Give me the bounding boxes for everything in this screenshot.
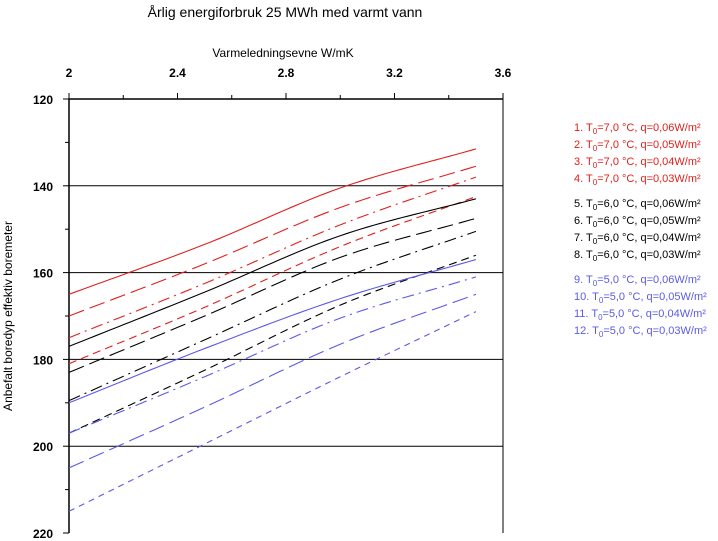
series-line-5	[68, 198, 477, 347]
x-tick-label: 3.6	[495, 66, 512, 80]
y-tick-label: 200	[33, 440, 53, 454]
series-line-4	[68, 196, 477, 365]
legend: 1. T0=7,0 °C, q=0,06W/m² 2. T0=7,0 °C, q=…	[574, 122, 707, 339]
series-line-6	[68, 217, 477, 373]
chart-title: Årlig energiforbruk 25 MWh med varmt van…	[148, 4, 423, 20]
series-line-12	[68, 311, 477, 512]
legend-entry-4: 4. T0=7,0 °C, q=0,03W/m²	[574, 173, 701, 187]
y-axis-label: Anbefalt boredyp effektiv boremeter	[1, 221, 15, 411]
series-line-10	[68, 276, 477, 434]
y-tick-label: 220	[33, 527, 53, 541]
legend-entry-7: 7. T0=6,0 °C, q=0,04W/m²	[574, 232, 701, 246]
plot-lines	[68, 148, 477, 512]
legend-entry-1: 1. T0=7,0 °C, q=0,06W/m²	[574, 122, 701, 136]
legend-entry-6: 6. T0=6,0 °C, q=0,05W/m²	[574, 215, 701, 229]
axes: 2 2.4 2.8 3.2 3.6 120 140 160 180 200 220	[33, 66, 512, 541]
y-tick-label: 140	[33, 180, 53, 194]
x-tick-label: 2.4	[169, 66, 186, 80]
x-tick-label: 3.2	[386, 66, 403, 80]
y-tick-label: 180	[33, 353, 53, 367]
legend-entry-5: 5. T0=6,0 °C, q=0,06W/m²	[574, 198, 701, 212]
legend-entry-12: 12. T0=5,0 °C, q=0,03W/m²	[574, 325, 707, 339]
legend-entry-11: 11. T0=5,0 °C, q=0,04W/m²	[574, 308, 706, 322]
series-line-1	[68, 148, 477, 295]
legend-entry-10: 10. T0=5,0 °C, q=0,05W/m²	[574, 291, 707, 305]
x-tick-label: 2.8	[278, 66, 295, 80]
legend-entry-8: 8. T0=6,0 °C, q=0,03W/m²	[574, 249, 701, 263]
x-tick-label: 2	[66, 66, 73, 80]
series-line-2	[68, 165, 477, 317]
x-axis-label: Varmeledningsevne W/mK	[212, 46, 353, 60]
legend-entry-9: 9. T0=5,0 °C, q=0,06W/m²	[574, 274, 701, 288]
series-line-3	[68, 176, 477, 339]
legend-entry-2: 2. T0=7,0 °C, q=0,05W/m²	[574, 139, 701, 153]
series-line-11	[68, 293, 477, 469]
series-line-9	[68, 259, 477, 404]
series-line-8	[68, 254, 477, 434]
series-line-7	[68, 230, 477, 402]
y-tick-label: 160	[33, 267, 53, 281]
legend-entry-3: 3. T0=7,0 °C, q=0,04W/m²	[574, 156, 701, 170]
gridlines	[69, 185, 503, 447]
y-tick-label: 120	[33, 93, 53, 107]
